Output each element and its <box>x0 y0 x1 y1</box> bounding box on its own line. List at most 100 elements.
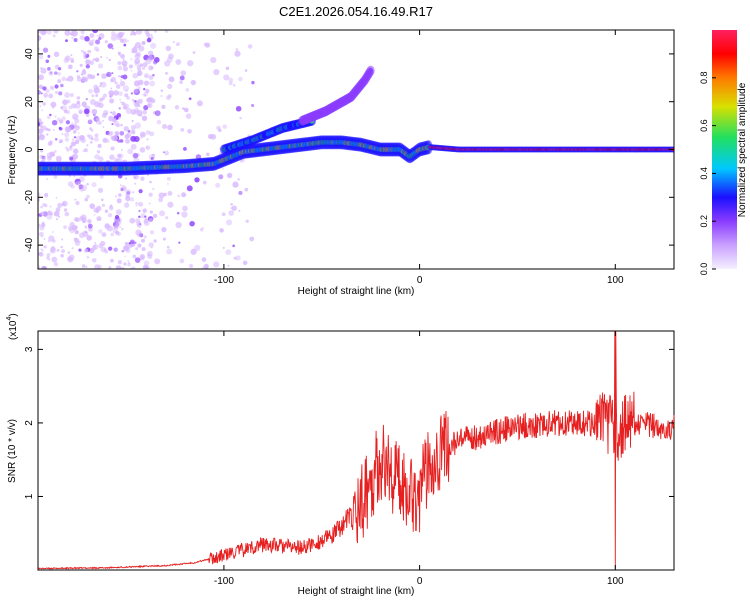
snr-y-tick-label: 2 <box>24 420 35 426</box>
spec-noise-point <box>113 227 116 230</box>
spec-x-tick-label: -100 <box>214 275 234 286</box>
spec-noise-point <box>39 105 42 107</box>
spec-noise-point <box>242 260 248 266</box>
spec-noise-point <box>97 264 102 269</box>
spec-noise-point <box>126 95 131 100</box>
spec-noise-point <box>40 205 43 209</box>
colorbar: 0.0 0.2 0.4 0.6 0.8 Normalized spectral ampl… <box>699 30 748 275</box>
spec-noise-point <box>210 56 217 64</box>
spec-noise-point <box>188 97 192 101</box>
spec-noise-point <box>201 257 207 262</box>
spec-noise-point <box>55 218 59 221</box>
spec-noise-point <box>130 70 133 72</box>
spec-noise-point <box>130 266 136 269</box>
spec-noise-point <box>156 119 162 125</box>
spec-noise-point <box>149 230 155 235</box>
spec-noise-point <box>120 184 127 191</box>
spec-noise-point <box>134 182 137 185</box>
spec-noise-point <box>71 122 74 125</box>
spec-noise-point <box>235 105 242 112</box>
spec-noise-point <box>69 145 73 148</box>
spec-noise-point <box>81 101 87 107</box>
spec-noise-point <box>90 137 94 141</box>
spec-noise-point <box>62 99 68 106</box>
spec-noise-point <box>154 258 161 265</box>
spec-noise-point <box>141 247 146 252</box>
spec-noise-point <box>129 197 135 202</box>
spec-noise-point <box>60 245 63 249</box>
spec-noise-point <box>95 94 99 97</box>
spec-noise-point <box>121 249 125 253</box>
spec-noise-point <box>65 109 70 114</box>
spec-noise-point <box>104 249 108 254</box>
spec-noise-point <box>238 209 241 212</box>
spec-noise-point <box>117 51 121 55</box>
spec-noise-point <box>143 105 149 111</box>
spec-noise-point <box>119 139 124 143</box>
spec-noise-point <box>137 79 144 86</box>
spec-noise-point <box>181 192 187 198</box>
spec-noise-point <box>115 220 122 226</box>
spec-noise-point <box>71 37 74 39</box>
spec-noise-point <box>186 185 193 192</box>
spec-noise-point <box>71 30 74 33</box>
spec-noise-point <box>45 88 50 94</box>
spec-noise-point <box>167 201 174 208</box>
spec-noise-point <box>89 50 92 53</box>
spec-noise-point <box>131 119 134 122</box>
spec-noise-point <box>130 58 133 61</box>
spec-noise-point <box>120 188 124 192</box>
spec-noise-point <box>122 66 129 72</box>
spec-noise-point <box>78 132 80 134</box>
spec-noise-point <box>146 37 152 43</box>
spec-noise-point <box>141 115 148 121</box>
spec-noise-point <box>122 245 130 252</box>
spec-noise-point <box>166 95 171 101</box>
spec-noise-point <box>60 253 64 258</box>
spec-noise-point <box>89 33 95 38</box>
spec-noise-point <box>51 231 54 233</box>
spec-noise-point <box>148 202 151 205</box>
spec-noise-point <box>54 71 58 75</box>
spec-noise-point <box>93 84 99 90</box>
spec-noise-point <box>139 254 146 260</box>
spec-noise-point <box>174 105 180 110</box>
spec-noise-point <box>142 109 148 115</box>
spec-noise-point <box>67 257 74 263</box>
spec-noise-point <box>49 113 52 117</box>
spec-noise-point <box>115 123 121 128</box>
spec-noise-point <box>235 255 241 261</box>
spec-noise-point <box>76 100 81 105</box>
spec-noise-point <box>181 211 188 218</box>
spectrogram-x-ticks: -100 0 100 <box>214 30 624 286</box>
spec-noise-point <box>133 176 137 179</box>
spec-noise-point <box>68 225 73 231</box>
spec-noise-point <box>185 113 192 119</box>
spec-noise-point <box>207 133 213 139</box>
spec-noise-point <box>131 120 134 122</box>
spec-noise-point <box>228 77 234 83</box>
spec-noise-point <box>96 216 102 222</box>
spec-noise-point <box>221 212 226 217</box>
spec-noise-point <box>130 109 137 115</box>
colorbar-gradient <box>712 30 737 269</box>
spec-noise-point <box>113 90 120 96</box>
spec-noise-point <box>146 138 149 141</box>
spec-noise-point <box>40 67 47 74</box>
spec-noise-point <box>91 94 95 98</box>
spec-noise-point <box>40 121 44 125</box>
spec-noise-point <box>101 203 105 207</box>
spec-noise-point <box>133 88 140 96</box>
spec-noise-point <box>65 39 68 43</box>
spec-noise-point <box>114 195 118 198</box>
spec-noise-point <box>49 140 53 144</box>
spec-noise-point <box>50 101 57 108</box>
spec-noise-point <box>79 35 85 40</box>
spec-noise-point <box>110 76 116 83</box>
snr-x-tick-label: 100 <box>607 576 624 587</box>
spec-noise-point <box>152 187 155 191</box>
spec-noise-point <box>145 145 151 151</box>
spec-noise-point <box>89 99 96 106</box>
spec-noise-point <box>127 129 131 133</box>
